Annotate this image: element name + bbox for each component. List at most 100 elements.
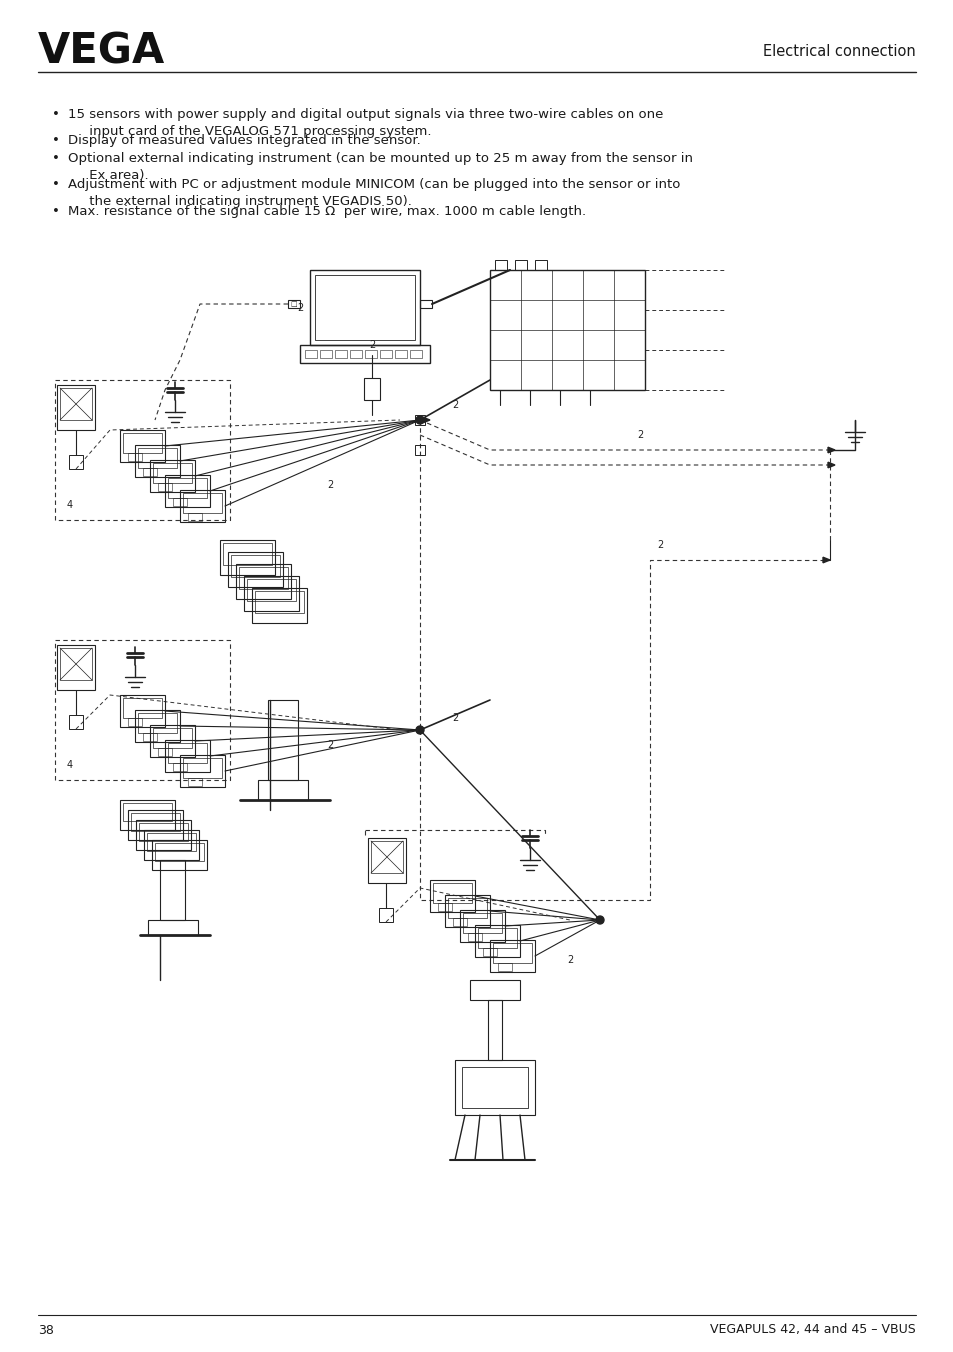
Text: 2: 2 xyxy=(327,740,333,750)
Bar xyxy=(535,260,546,270)
Text: 38: 38 xyxy=(38,1324,53,1337)
Bar xyxy=(152,840,207,869)
Bar xyxy=(350,350,361,358)
Bar xyxy=(252,588,307,623)
Text: 2: 2 xyxy=(657,539,662,550)
Bar xyxy=(470,980,519,1000)
Bar xyxy=(123,433,162,453)
Bar xyxy=(257,780,308,800)
Bar xyxy=(150,460,194,492)
Bar xyxy=(183,493,222,512)
Bar xyxy=(147,833,195,850)
Bar xyxy=(482,948,497,956)
Bar xyxy=(143,468,157,476)
Text: Optional external indicating instrument (can be mounted up to 25 m away from the: Optional external indicating instrument … xyxy=(68,151,692,183)
Bar xyxy=(158,483,172,491)
Circle shape xyxy=(416,416,423,425)
Bar xyxy=(123,803,172,821)
Bar xyxy=(188,777,202,786)
Bar xyxy=(152,462,192,483)
Bar xyxy=(365,350,376,358)
Bar xyxy=(305,350,316,358)
Bar xyxy=(247,579,295,602)
Bar xyxy=(135,445,180,477)
Text: 4: 4 xyxy=(67,500,73,510)
Bar xyxy=(150,725,194,757)
Bar xyxy=(138,448,177,468)
Bar xyxy=(433,883,472,903)
Polygon shape xyxy=(827,448,834,453)
Bar xyxy=(497,963,512,971)
Bar xyxy=(364,379,379,400)
Text: •: • xyxy=(52,134,60,147)
Bar xyxy=(180,754,225,787)
Bar xyxy=(128,453,142,461)
Text: 2: 2 xyxy=(637,430,642,439)
Bar xyxy=(57,645,95,690)
Bar xyxy=(120,695,165,727)
Bar xyxy=(415,415,424,425)
Bar xyxy=(148,919,198,936)
Text: 2: 2 xyxy=(369,339,375,350)
Text: •: • xyxy=(52,206,60,218)
Text: 2: 2 xyxy=(296,303,303,314)
Bar xyxy=(244,576,298,611)
Text: 2: 2 xyxy=(566,955,573,965)
Bar xyxy=(378,909,393,922)
Bar xyxy=(143,733,157,741)
Bar xyxy=(453,918,467,926)
Bar xyxy=(144,830,199,860)
Bar xyxy=(288,300,299,308)
Bar xyxy=(154,844,204,861)
Bar xyxy=(319,350,332,358)
Text: 4: 4 xyxy=(67,760,73,771)
Text: •: • xyxy=(52,151,60,165)
Bar xyxy=(477,927,517,948)
Bar xyxy=(395,350,407,358)
Bar xyxy=(444,895,490,927)
Bar xyxy=(128,718,142,726)
Text: 2: 2 xyxy=(452,713,457,723)
Bar xyxy=(490,940,535,972)
Bar xyxy=(228,552,283,587)
Bar xyxy=(488,1000,501,1060)
Text: □: □ xyxy=(291,301,297,307)
Bar xyxy=(128,810,183,840)
Bar xyxy=(165,740,210,772)
Text: Electrical connection: Electrical connection xyxy=(762,45,915,59)
Bar xyxy=(239,566,288,589)
Bar xyxy=(515,260,526,270)
Bar xyxy=(183,758,222,777)
Bar xyxy=(235,564,291,599)
Text: 15 sensors with power supply and digital output signals via three two-wire cable: 15 sensors with power supply and digital… xyxy=(68,108,662,138)
Bar xyxy=(139,823,188,841)
Bar xyxy=(60,388,91,420)
Bar xyxy=(495,260,506,270)
Text: VEGA: VEGA xyxy=(38,31,165,73)
Bar xyxy=(455,1060,535,1115)
Bar xyxy=(136,821,191,850)
Bar xyxy=(437,903,452,911)
Bar xyxy=(461,1067,527,1109)
Bar xyxy=(254,591,304,612)
Polygon shape xyxy=(822,557,829,562)
Text: Max. resistance of the signal cable 15 Ω  per wire, max. 1000 m cable length.: Max. resistance of the signal cable 15 Ω… xyxy=(68,206,585,218)
Bar xyxy=(268,700,297,780)
Bar xyxy=(172,763,187,771)
Bar xyxy=(299,345,430,362)
Text: •: • xyxy=(52,178,60,191)
Bar xyxy=(160,860,185,919)
Bar xyxy=(410,350,421,358)
Bar xyxy=(172,498,187,506)
Bar xyxy=(371,841,402,873)
Text: 2: 2 xyxy=(327,480,333,489)
Text: 2: 2 xyxy=(452,400,457,410)
Text: Display of measured values integrated in the sensor.: Display of measured values integrated in… xyxy=(68,134,420,147)
Bar xyxy=(60,648,91,680)
Circle shape xyxy=(596,917,603,923)
Polygon shape xyxy=(422,418,430,423)
Bar xyxy=(459,910,504,942)
Bar xyxy=(462,913,501,933)
Bar xyxy=(120,430,165,462)
Polygon shape xyxy=(827,462,834,468)
